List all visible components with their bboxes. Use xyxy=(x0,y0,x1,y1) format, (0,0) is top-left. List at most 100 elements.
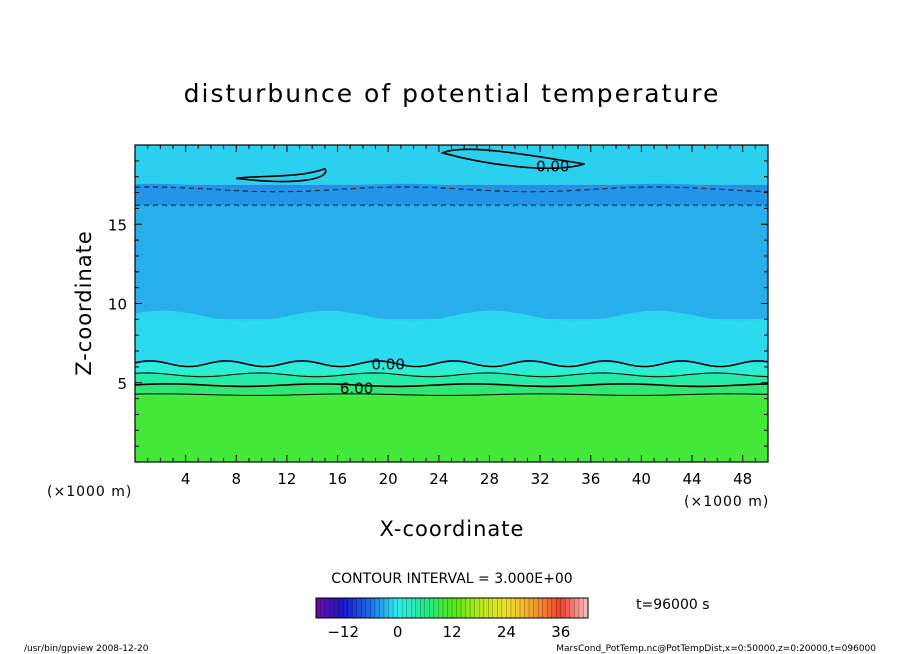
contour-9 xyxy=(135,393,768,396)
upper-band xyxy=(135,183,768,206)
colorbar-segment xyxy=(506,598,512,618)
y-axis-ticks: 5 10 15 xyxy=(108,160,768,447)
contour-label-2: 6.00 xyxy=(340,380,373,398)
colorbar-segment xyxy=(388,598,394,618)
time-label: t=96000 s xyxy=(636,597,710,613)
colorbar-tick-label: 36 xyxy=(551,623,570,641)
x-tick-label: 24 xyxy=(429,470,448,488)
y-tick-label: 15 xyxy=(108,216,127,234)
colorbar-segment xyxy=(424,598,430,618)
colorbar-segment xyxy=(447,598,453,618)
colorbar-segment xyxy=(370,598,376,618)
x-axis-label: X-coordinate xyxy=(380,517,525,541)
x-tick-label: 16 xyxy=(328,470,347,488)
colorbar-tick-label: 0 xyxy=(393,623,403,641)
colorbar-segment xyxy=(547,598,553,618)
colorbar-segment xyxy=(510,598,516,618)
colorbar-tick-label: 12 xyxy=(442,623,461,641)
contour-neg3-upper xyxy=(135,186,768,193)
colorbar-segment xyxy=(569,598,575,618)
colorbar-segment xyxy=(320,598,326,618)
colorbar xyxy=(315,597,589,619)
colorbar-segment xyxy=(402,598,407,618)
colorbar-segment xyxy=(456,598,462,618)
x-tick-label: 12 xyxy=(277,470,296,488)
x-tick-label: 20 xyxy=(379,470,398,488)
colorbar-segment xyxy=(497,598,503,618)
layer-2 xyxy=(135,373,768,385)
colorbar-segment xyxy=(365,598,371,618)
x-tick-label: 44 xyxy=(682,470,701,488)
colorbar-segment xyxy=(442,598,448,618)
colorbar-segment xyxy=(474,598,480,618)
contour-3 xyxy=(135,372,768,378)
colorbar-segment xyxy=(483,598,489,618)
colorbar-segment xyxy=(393,598,398,618)
colorbar-segment xyxy=(452,598,457,618)
colorbar-segment xyxy=(338,598,344,618)
contour-label-1: 0.00 xyxy=(371,356,404,374)
x-tick-label: 48 xyxy=(733,470,752,488)
layer-1 xyxy=(135,384,768,396)
x-tick-label: 40 xyxy=(632,470,651,488)
colorbar-segment xyxy=(551,598,557,618)
y-tick-label: 5 xyxy=(117,375,127,393)
layer-0 xyxy=(135,395,768,462)
colorbar-segment xyxy=(411,598,417,618)
footer-left: /usr/bin/gpview 2008-12-20 xyxy=(24,644,149,654)
colorbar-segment xyxy=(461,598,466,618)
colorbar-segment xyxy=(361,598,367,618)
colorbar-segment xyxy=(316,598,321,618)
x-tick-label: 36 xyxy=(581,470,600,488)
colorbar-segment xyxy=(347,598,353,618)
x-tick-label: 4 xyxy=(181,470,191,488)
contour-0-upper-right xyxy=(440,148,585,170)
colorbar-segment xyxy=(374,598,380,618)
colorbar-segment xyxy=(515,598,521,618)
colorbar-segment xyxy=(574,598,580,618)
x-axis-unit: (×1000 m) xyxy=(684,494,769,510)
colorbar-segment xyxy=(397,598,403,618)
colorbar-segment xyxy=(578,598,584,618)
colorbar-segment xyxy=(556,598,562,618)
contour-0-upper-left xyxy=(236,167,327,183)
colorbar-segment xyxy=(384,598,389,618)
colorbar-segment xyxy=(406,598,412,618)
colorbar-segment xyxy=(438,598,444,618)
colorbar-segment xyxy=(329,598,335,618)
colorbar-segment xyxy=(520,598,525,618)
colorbar-tick-label: −12 xyxy=(327,623,359,641)
colorbar-segment xyxy=(479,598,485,618)
colorbar-segment xyxy=(334,598,339,618)
colorbar-segment xyxy=(533,598,539,618)
colorbar-segment xyxy=(542,598,548,618)
colorbar-segment xyxy=(501,598,507,618)
colorbar-ticks: −12 0 12 24 36 xyxy=(327,623,570,641)
contour-0-lower xyxy=(135,360,768,368)
plot-area: 0.00 0.00 6.00 xyxy=(134,144,769,463)
colorbar-segment xyxy=(524,598,530,618)
colorbar-segment xyxy=(356,598,362,618)
y-tick-label: 10 xyxy=(108,296,127,314)
contour-interval: CONTOUR INTERVAL = 3.000E+00 xyxy=(331,571,572,587)
colorbar-segment xyxy=(415,598,421,618)
transition-band xyxy=(135,310,768,364)
colorbar-segment xyxy=(583,598,589,618)
colorbar-segment xyxy=(343,598,349,618)
colorbar-segment xyxy=(488,598,494,618)
colorbar-tick-label: 24 xyxy=(497,623,516,641)
chart-title: disturbunce of potential temperature xyxy=(184,79,721,108)
x-tick-label: 32 xyxy=(531,470,550,488)
y-axis-label: Z-coordinate xyxy=(72,230,96,376)
contour-6 xyxy=(135,383,768,388)
colorbar-segment xyxy=(325,598,330,618)
contour-label-0: 0.00 xyxy=(536,158,569,176)
layer-3 xyxy=(135,363,768,374)
colorbar-segment xyxy=(492,598,498,618)
colorbar-segment xyxy=(420,598,426,618)
y-axis-unit: (×1000 m) xyxy=(47,484,132,500)
colorbar-segment xyxy=(470,598,475,618)
x-tick-label: 8 xyxy=(232,470,242,488)
colorbar-segment xyxy=(538,598,543,618)
